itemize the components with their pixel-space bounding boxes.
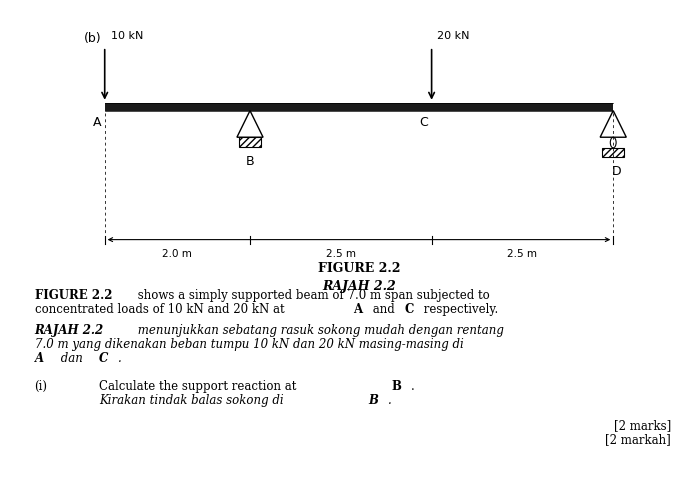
Text: RAJAH 2.2: RAJAH 2.2 [35, 324, 104, 337]
Text: B: B [246, 154, 254, 167]
Text: .: . [410, 380, 414, 393]
Text: Kirakan tindak balas sokong di: Kirakan tindak balas sokong di [99, 394, 287, 407]
Text: RAJAH 2.2: RAJAH 2.2 [322, 279, 396, 293]
Text: 2.5 m: 2.5 m [507, 249, 538, 259]
Text: 2.5 m: 2.5 m [325, 249, 356, 259]
Bar [105, 103, 613, 111]
Text: and: and [369, 303, 398, 315]
Text: (i): (i) [35, 380, 48, 393]
Text: dan: dan [57, 352, 86, 365]
Text: C: C [99, 352, 108, 365]
Text: FIGURE 2.2: FIGURE 2.2 [318, 262, 400, 275]
Text: A: A [93, 116, 101, 129]
Text: [2 marks]: [2 marks] [614, 419, 671, 432]
Bar [603, 148, 624, 157]
Text: .: . [388, 394, 392, 407]
Text: respectively.: respectively. [420, 303, 498, 315]
Text: Calculate the support reaction at: Calculate the support reaction at [99, 380, 300, 393]
Text: .: . [118, 352, 122, 365]
Text: FIGURE 2.2: FIGURE 2.2 [35, 288, 112, 302]
Text: B: B [369, 394, 379, 407]
Text: concentrated loads of 10 kN and 20 kN at: concentrated loads of 10 kN and 20 kN at [35, 303, 288, 315]
Text: C: C [404, 303, 413, 315]
Text: 2.0 m: 2.0 m [162, 249, 192, 259]
Text: menunjukkan sebatang rasuk sokong mudah dengan rentang: menunjukkan sebatang rasuk sokong mudah … [134, 324, 504, 337]
Text: C: C [419, 116, 428, 129]
Text: A: A [352, 303, 362, 315]
Bar [239, 137, 261, 147]
Text: shows a simply supported beam of 7.0 m span subjected to: shows a simply supported beam of 7.0 m s… [134, 288, 490, 302]
Text: B: B [391, 380, 401, 393]
Text: [2 markah]: [2 markah] [605, 433, 671, 446]
Text: 7.0 m yang dikenakan beban tumpu 10 kN dan 20 kN masing-masing di: 7.0 m yang dikenakan beban tumpu 10 kN d… [35, 338, 463, 351]
Text: A: A [35, 352, 44, 365]
Text: 10 kN: 10 kN [111, 31, 143, 41]
Text: 20 kN: 20 kN [437, 31, 470, 41]
Text: (b): (b) [84, 32, 102, 45]
Text: D: D [612, 165, 622, 178]
